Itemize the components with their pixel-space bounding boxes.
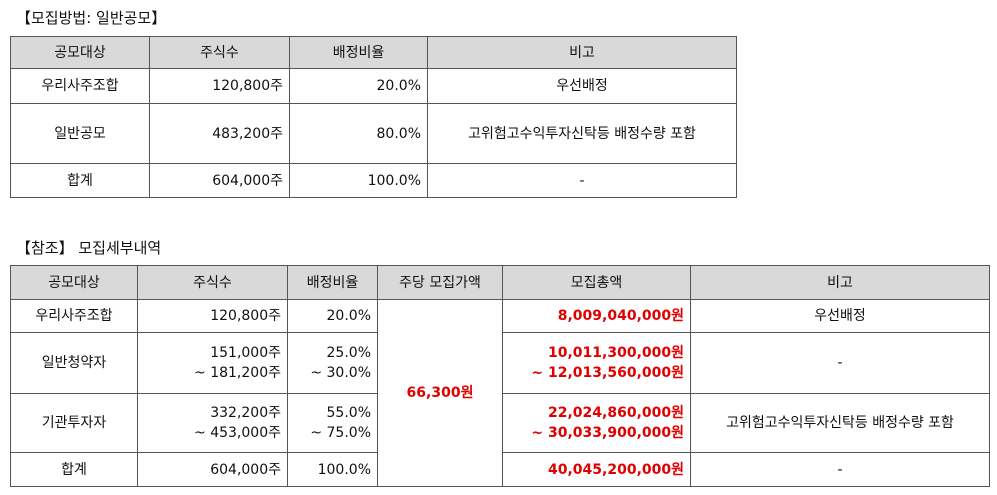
cell-total: 10,011,300,000원 ~ 12,013,560,000원 xyxy=(502,332,691,394)
cell-target: 우리사주조합 xyxy=(10,299,138,333)
total-max: ~ 30,033,900,000원 xyxy=(531,425,684,441)
table-row: 기관투자자 332,200주 ~ 453,000주 55.0% ~ 75.0% … xyxy=(10,393,990,453)
total-min: 10,011,300,000원 xyxy=(548,345,684,361)
section2-title: 【참조】 모집세부내역 xyxy=(16,239,162,257)
cell-ratio: 20.0% xyxy=(287,299,378,333)
header-note: 비고 xyxy=(427,36,737,69)
cell-target: 일반공모 xyxy=(10,103,150,164)
header-price: 주당 모집가액 xyxy=(377,265,503,300)
detail-table: 공모대상 주식수 배정비율 주당 모집가액 모집총액 비고 우리사주조합 120… xyxy=(10,265,990,487)
table-row: 합계 604,000주 100.0% 40,045,200,000원 - xyxy=(10,452,990,487)
cell-shares: 332,200주 ~ 453,000주 xyxy=(137,393,288,453)
cell-note: 고위험고수익투자신탁등 배정수량 포함 xyxy=(690,393,990,453)
ratio-max: ~ 75.0% xyxy=(310,425,371,441)
cell-ratio: 20.0% xyxy=(289,68,428,104)
cell-shares: 120,800주 xyxy=(137,299,288,333)
total-min: 22,024,860,000원 xyxy=(548,405,684,421)
cell-ratio: 55.0% ~ 75.0% xyxy=(287,393,378,453)
cell-target: 일반청약자 xyxy=(10,332,138,394)
header-total: 모집총액 xyxy=(502,265,691,300)
cell-ratio: 100.0% xyxy=(287,452,378,487)
table-row: 일반청약자 151,000주 ~ 181,200주 25.0% ~ 30.0% … xyxy=(10,332,990,394)
shares-max: ~ 453,000주 xyxy=(194,425,281,441)
cell-target: 합계 xyxy=(10,163,150,198)
cell-note: - xyxy=(427,163,737,198)
cell-note: - xyxy=(690,452,990,487)
cell-shares: 120,800주 xyxy=(149,68,290,104)
cell-ratio: 25.0% ~ 30.0% xyxy=(287,332,378,394)
header-ratio: 배정비율 xyxy=(289,36,428,69)
table-row: 우리사주조합 120,800주 20.0% 66,300원 8,009,040,… xyxy=(10,299,990,487)
cell-shares: 483,200주 xyxy=(149,103,290,164)
header-ratio: 배정비율 xyxy=(287,265,378,300)
allocation-table: 공모대상 주식수 배정비율 비고 우리사주조합 120,800주 20.0% 우… xyxy=(10,36,737,198)
shares-max: ~ 181,200주 xyxy=(194,365,281,381)
cell-note: - xyxy=(690,332,990,394)
cell-note: 우선배정 xyxy=(690,299,990,333)
table-row: 일반공모 483,200주 80.0% 고위험고수익투자신탁등 배정수량 포함 xyxy=(10,103,737,164)
ratio-min: 25.0% xyxy=(326,345,371,361)
table-header-row: 공모대상 주식수 배정비율 비고 xyxy=(10,36,737,69)
cell-ratio: 100.0% xyxy=(289,163,428,198)
cell-price: 66,300원 xyxy=(377,299,503,487)
shares-min: 332,200주 xyxy=(210,405,281,421)
section1-title: 【모집방법: 일반공모】 xyxy=(16,9,167,27)
table-row: 우리사주조합 120,800주 20.0% 우선배정 xyxy=(10,68,737,104)
cell-shares: 604,000주 xyxy=(149,163,290,198)
cell-target: 기관투자자 xyxy=(10,393,138,453)
total-max: ~ 12,013,560,000원 xyxy=(531,365,684,381)
cell-total: 22,024,860,000원 ~ 30,033,900,000원 xyxy=(502,393,691,453)
cell-shares: 604,000주 xyxy=(137,452,288,487)
header-shares: 주식수 xyxy=(149,36,290,69)
cell-target: 합계 xyxy=(10,452,138,487)
cell-note: 고위험고수익투자신탁등 배정수량 포함 xyxy=(427,103,737,164)
cell-shares: 151,000주 ~ 181,200주 xyxy=(137,332,288,394)
table-header-row: 공모대상 주식수 배정비율 주당 모집가액 모집총액 비고 xyxy=(10,265,990,300)
cell-total: 40,045,200,000원 xyxy=(502,452,691,487)
cell-total: 8,009,040,000원 xyxy=(502,299,691,333)
cell-target: 우리사주조합 xyxy=(10,68,150,104)
table-row: 합계 604,000주 100.0% - xyxy=(10,163,737,198)
header-target: 공모대상 xyxy=(10,265,138,300)
cell-note: 우선배정 xyxy=(427,68,737,104)
ratio-min: 55.0% xyxy=(326,405,371,421)
header-note: 비고 xyxy=(690,265,990,300)
ratio-max: ~ 30.0% xyxy=(310,365,371,381)
cell-ratio: 80.0% xyxy=(289,103,428,164)
header-shares: 주식수 xyxy=(137,265,288,300)
header-target: 공모대상 xyxy=(10,36,150,69)
shares-min: 151,000주 xyxy=(210,345,281,361)
